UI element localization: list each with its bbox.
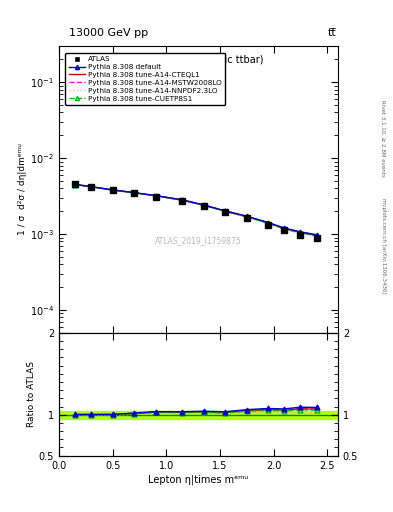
Text: 13000 GeV pp: 13000 GeV pp xyxy=(69,28,148,38)
Text: Rivet 3.1.10, ≥ 2.8M events: Rivet 3.1.10, ≥ 2.8M events xyxy=(381,100,386,177)
Legend: ATLAS, Pythia 8.308 default, Pythia 8.308 tune-A14-CTEQL1, Pythia 8.308 tune-A14: ATLAS, Pythia 8.308 default, Pythia 8.30… xyxy=(65,53,225,105)
Text: tt̅: tt̅ xyxy=(327,28,336,38)
Text: mcplots.cern.ch [arXiv:1306.3436]: mcplots.cern.ch [arXiv:1306.3436] xyxy=(381,198,386,293)
Bar xyxy=(59,411,338,419)
Text: ATLAS_2019_I1759875: ATLAS_2019_I1759875 xyxy=(155,237,242,246)
Text: ηℓ (ATLAS dileptonic ttbar): ηℓ (ATLAS dileptonic ttbar) xyxy=(134,55,263,65)
Y-axis label: Ratio to ATLAS: Ratio to ATLAS xyxy=(27,361,36,427)
X-axis label: Lepton η|times mᵉᵐᵘ: Lepton η|times mᵉᵐᵘ xyxy=(148,475,249,485)
Y-axis label: 1 / σ  d²σ / dη|dmᵉᵐᵘ: 1 / σ d²σ / dη|dmᵉᵐᵘ xyxy=(18,143,27,236)
